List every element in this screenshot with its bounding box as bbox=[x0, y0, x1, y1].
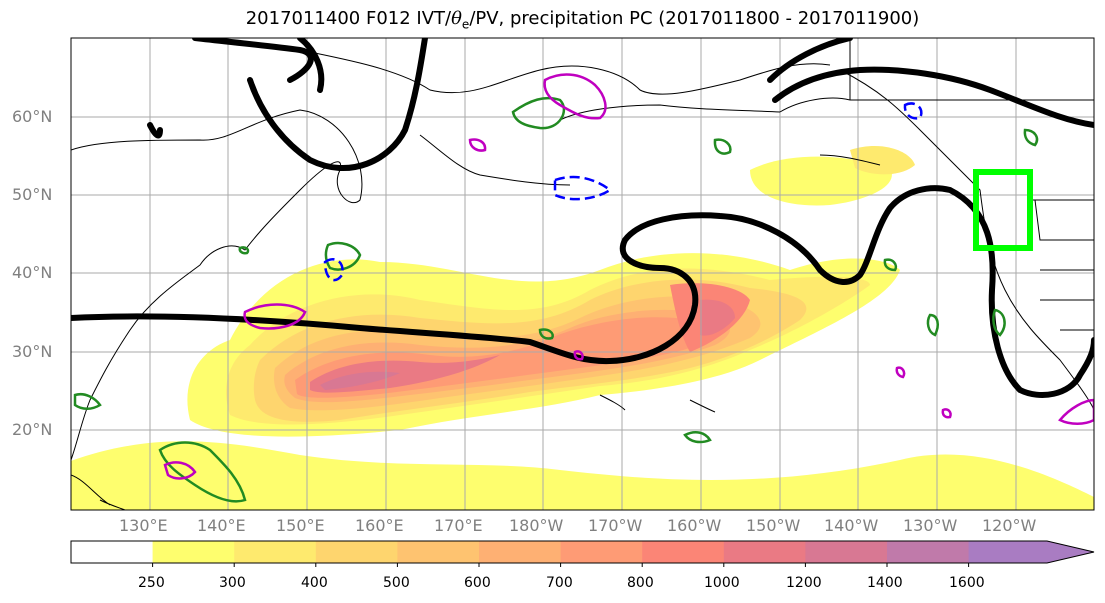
theta-e-contours bbox=[73, 96, 1039, 503]
colorbar-segment bbox=[397, 541, 480, 563]
ivt-positive-contours bbox=[163, 73, 1094, 480]
colorbar-segment bbox=[560, 541, 643, 563]
target-region-box bbox=[973, 169, 1033, 251]
colorbar-tick-label: 250 bbox=[138, 575, 165, 591]
colorbar-segment bbox=[642, 541, 725, 563]
colorbar-segment bbox=[315, 541, 398, 563]
lon-label: 150°E bbox=[276, 516, 325, 535]
lat-label: 20°N bbox=[12, 420, 53, 439]
colorbar-tick-label: 400 bbox=[301, 575, 328, 591]
lon-label: 160°E bbox=[355, 516, 404, 535]
lon-label: 120°W bbox=[982, 516, 1037, 535]
colorbar-tick-label: 500 bbox=[383, 575, 410, 591]
lon-label: 150°W bbox=[746, 516, 801, 535]
colorbar-segment bbox=[887, 541, 970, 563]
colorbar bbox=[70, 540, 1095, 567]
colorbar-tick-label: 700 bbox=[546, 575, 573, 591]
lat-label: 60°N bbox=[12, 107, 53, 126]
colorbar-tick-label: 1000 bbox=[704, 575, 740, 591]
ivt-negative-contours bbox=[323, 102, 923, 282]
lat-label: 50°N bbox=[12, 185, 53, 204]
colorbar-segment bbox=[723, 541, 806, 563]
pv-contours bbox=[71, 38, 1094, 398]
lat-label: 40°N bbox=[12, 263, 53, 282]
graticule bbox=[71, 38, 1094, 510]
colorbar-segment bbox=[479, 541, 562, 563]
colorbar-tick-label: 1600 bbox=[949, 575, 985, 591]
colorbar-tick-label: 600 bbox=[464, 575, 491, 591]
colorbar-extend-arrow bbox=[968, 541, 1094, 563]
lon-label: 170°W bbox=[588, 516, 643, 535]
figure-title: 2017011400 F012 IVT/θe/PV, precipitation… bbox=[245, 8, 920, 32]
map-frame bbox=[70, 37, 1095, 511]
lon-label: 160°W bbox=[667, 516, 722, 535]
colorbar-segment bbox=[152, 541, 235, 563]
lon-label: 130°W bbox=[903, 516, 958, 535]
lon-label: 130°E bbox=[119, 516, 168, 535]
lon-label: 140°W bbox=[824, 516, 879, 535]
colorbar-segment bbox=[805, 541, 888, 563]
coastlines bbox=[71, 38, 1094, 510]
colorbar-outline bbox=[70, 540, 1095, 564]
theta-symbol: θ bbox=[451, 8, 462, 29]
lon-label: 140°E bbox=[197, 516, 246, 535]
colorbar-tick-label: 800 bbox=[627, 575, 654, 591]
colorbar-segment bbox=[71, 541, 154, 563]
lon-label: 170°E bbox=[434, 516, 483, 535]
precipitation-shading bbox=[71, 145, 1094, 510]
colorbar-tick-label: 1400 bbox=[867, 575, 903, 591]
colorbar-tick-label: 300 bbox=[219, 575, 246, 591]
lat-label: 30°N bbox=[12, 342, 53, 361]
lon-label: 180°W bbox=[509, 516, 564, 535]
theta-subscript: e bbox=[461, 17, 470, 32]
colorbar-segment bbox=[234, 541, 317, 563]
colorbar-tick-label: 1200 bbox=[786, 575, 822, 591]
